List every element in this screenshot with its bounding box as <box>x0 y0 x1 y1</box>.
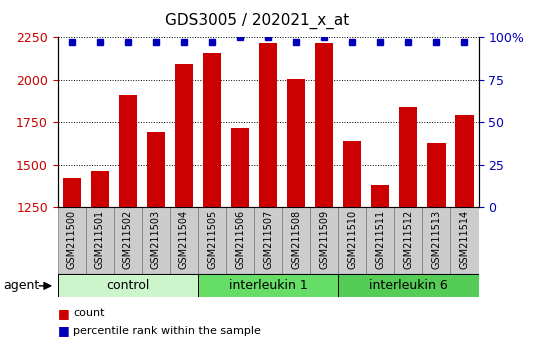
Text: GSM211501: GSM211501 <box>95 210 105 269</box>
Text: percentile rank within the sample: percentile rank within the sample <box>73 326 261 336</box>
Text: control: control <box>106 279 150 292</box>
Text: interleukin 6: interleukin 6 <box>369 279 448 292</box>
Bar <box>226 207 254 274</box>
Text: GDS3005 / 202021_x_at: GDS3005 / 202021_x_at <box>165 12 349 29</box>
Bar <box>259 43 277 207</box>
Bar <box>86 207 114 274</box>
Text: GSM211500: GSM211500 <box>67 210 77 269</box>
Bar <box>287 79 305 207</box>
Bar <box>310 207 338 274</box>
Text: interleukin 1: interleukin 1 <box>229 279 307 292</box>
Bar <box>63 178 81 207</box>
Text: GSM211504: GSM211504 <box>179 210 189 269</box>
Text: ■: ■ <box>58 307 69 320</box>
Bar <box>119 95 137 207</box>
Bar <box>282 207 310 274</box>
Bar <box>142 207 170 274</box>
Text: GSM211512: GSM211512 <box>403 210 414 269</box>
Bar <box>147 132 165 207</box>
Bar <box>366 207 394 274</box>
Bar <box>394 207 422 274</box>
Text: ■: ■ <box>58 325 69 337</box>
Bar <box>198 274 338 297</box>
Text: GSM211506: GSM211506 <box>235 210 245 269</box>
Text: GSM211514: GSM211514 <box>459 210 470 269</box>
Bar <box>427 143 446 207</box>
Bar <box>422 207 450 274</box>
Bar <box>338 274 478 297</box>
Text: GSM211513: GSM211513 <box>431 210 442 269</box>
Bar <box>338 207 366 274</box>
Bar <box>91 171 109 207</box>
Text: GSM211510: GSM211510 <box>347 210 358 269</box>
Bar <box>315 43 333 207</box>
Bar <box>198 207 226 274</box>
Text: GSM211507: GSM211507 <box>263 210 273 269</box>
Text: GSM211509: GSM211509 <box>319 210 329 269</box>
Text: GSM211503: GSM211503 <box>151 210 161 269</box>
Bar <box>371 185 389 207</box>
Bar <box>399 107 417 207</box>
Bar <box>170 207 198 274</box>
Bar <box>254 207 282 274</box>
Bar <box>58 274 198 297</box>
Bar <box>114 207 142 274</box>
Bar <box>231 128 249 207</box>
Bar <box>175 63 193 207</box>
Text: agent: agent <box>3 279 39 292</box>
Text: GSM211502: GSM211502 <box>123 210 133 269</box>
Text: GSM211508: GSM211508 <box>291 210 301 269</box>
Bar <box>343 141 361 207</box>
Text: GSM211505: GSM211505 <box>207 210 217 269</box>
Bar <box>455 115 474 207</box>
Bar <box>203 53 221 207</box>
Bar <box>58 207 86 274</box>
Text: count: count <box>73 308 104 318</box>
Bar <box>450 207 478 274</box>
Text: GSM211511: GSM211511 <box>375 210 386 269</box>
